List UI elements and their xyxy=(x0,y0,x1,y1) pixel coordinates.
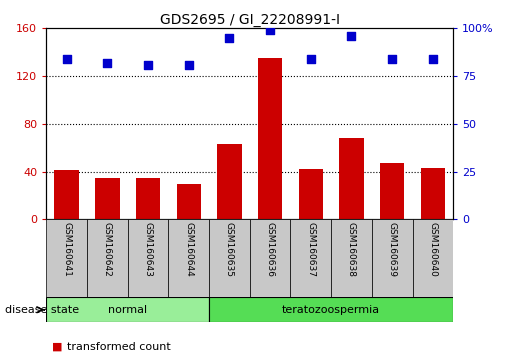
Point xyxy=(225,35,233,41)
Point xyxy=(388,56,396,62)
Bar xyxy=(136,178,160,219)
Bar xyxy=(380,163,404,219)
Bar xyxy=(250,219,290,297)
Bar xyxy=(217,144,242,219)
Text: GSM160638: GSM160638 xyxy=(347,222,356,277)
Bar xyxy=(95,178,119,219)
Text: GSM160636: GSM160636 xyxy=(266,222,274,277)
Point xyxy=(347,33,355,39)
Point xyxy=(62,56,71,62)
Text: GSM160641: GSM160641 xyxy=(62,222,71,277)
Text: transformed count: transformed count xyxy=(67,342,170,352)
Bar xyxy=(339,138,364,219)
Bar xyxy=(177,184,201,219)
Bar xyxy=(55,171,79,219)
Bar xyxy=(258,58,282,219)
Text: GSM160642: GSM160642 xyxy=(103,222,112,276)
Bar xyxy=(290,219,331,297)
Point xyxy=(306,56,315,62)
Bar xyxy=(331,219,372,297)
Title: GDS2695 / GI_22208991-I: GDS2695 / GI_22208991-I xyxy=(160,13,340,27)
Text: GSM160635: GSM160635 xyxy=(225,222,234,277)
Bar xyxy=(128,219,168,297)
Bar xyxy=(209,219,250,297)
Bar xyxy=(372,219,413,297)
Text: GSM160644: GSM160644 xyxy=(184,222,193,276)
Text: GSM160637: GSM160637 xyxy=(306,222,315,277)
Bar xyxy=(413,219,453,297)
Point xyxy=(144,62,152,68)
Text: GSM160643: GSM160643 xyxy=(144,222,152,277)
Bar xyxy=(299,169,323,219)
Text: GSM160640: GSM160640 xyxy=(428,222,437,277)
Text: disease state: disease state xyxy=(5,305,79,315)
Bar xyxy=(421,168,445,219)
Text: GSM160639: GSM160639 xyxy=(388,222,397,277)
Bar xyxy=(46,219,87,297)
Point xyxy=(184,62,193,68)
Bar xyxy=(46,297,209,322)
Text: teratozoospermia: teratozoospermia xyxy=(282,305,380,315)
Bar xyxy=(87,219,128,297)
Text: normal: normal xyxy=(108,305,147,315)
Bar xyxy=(168,219,209,297)
Point xyxy=(428,56,437,62)
Bar xyxy=(209,297,453,322)
Text: ■: ■ xyxy=(52,342,62,352)
Point xyxy=(103,60,111,65)
Point xyxy=(266,27,274,33)
